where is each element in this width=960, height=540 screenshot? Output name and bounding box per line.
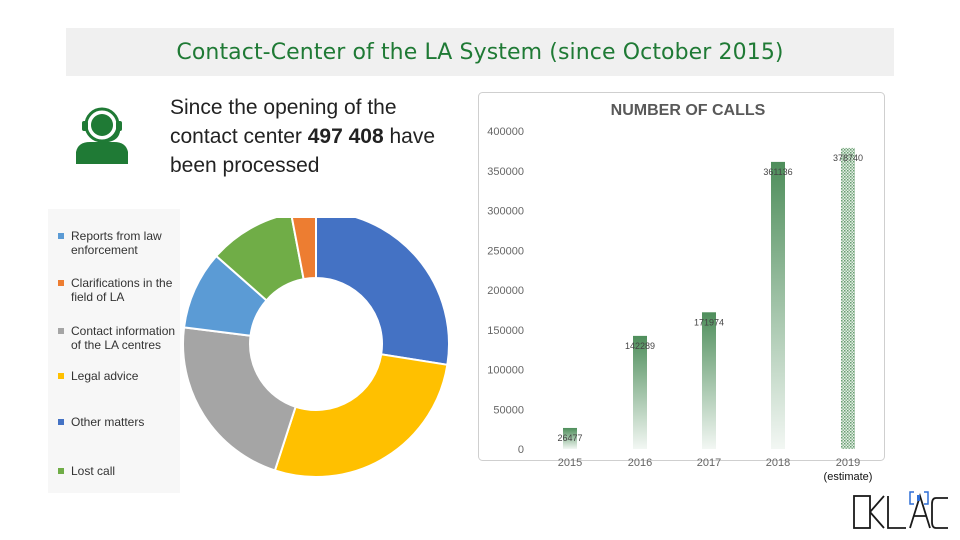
bar bbox=[771, 161, 785, 449]
legend-swatch bbox=[58, 419, 64, 425]
bar bbox=[841, 147, 855, 449]
bar-chart-title: NUMBER OF CALLS bbox=[611, 102, 766, 119]
x-tick-label: 2019 bbox=[836, 457, 860, 469]
legend-label: Legal advice bbox=[71, 369, 139, 383]
legend-item: Other matters bbox=[58, 415, 144, 429]
bar-value-label: 26477 bbox=[557, 433, 582, 443]
legend-label: Contact information of the LA centres bbox=[71, 324, 176, 352]
donut-slice bbox=[214, 218, 305, 302]
donut-slice bbox=[182, 326, 297, 472]
intro-suffix: have been processed bbox=[170, 125, 436, 177]
total-calls-number: 497 408 bbox=[307, 125, 384, 148]
x-tick-label: 2015 bbox=[558, 457, 582, 469]
chart-frame bbox=[478, 92, 885, 461]
x-tick-label: 2017 bbox=[697, 457, 721, 469]
legend-label: Lost call bbox=[71, 464, 116, 478]
title-bar: Contact-Center of the LA System (since O… bbox=[66, 28, 894, 76]
x-tick-label: 2016 bbox=[628, 457, 652, 469]
call-center-agent-icon bbox=[76, 107, 128, 164]
legend-swatch bbox=[58, 373, 64, 379]
klac-logo bbox=[853, 491, 948, 529]
y-tick-label: 0 bbox=[518, 444, 524, 456]
bar-value-label: 361136 bbox=[763, 167, 792, 177]
legend-swatch bbox=[58, 233, 64, 239]
donut-slice bbox=[273, 353, 449, 478]
donut-slice bbox=[315, 218, 450, 366]
legend-swatch bbox=[58, 280, 64, 286]
y-tick-label: 400000 bbox=[487, 126, 524, 138]
legend-swatch bbox=[58, 468, 64, 474]
y-tick-label: 50000 bbox=[493, 404, 524, 416]
bar bbox=[702, 312, 716, 449]
y-tick-label: 150000 bbox=[487, 325, 524, 337]
estimate-note: (estimate) bbox=[824, 471, 873, 483]
legend-item: Legal advice bbox=[58, 369, 138, 383]
legend-swatch bbox=[58, 328, 64, 334]
bar bbox=[563, 427, 577, 449]
legend-item: Clarifications in the field of LA bbox=[58, 276, 172, 304]
bar-value-label: 378740 bbox=[833, 153, 863, 163]
legend-label: Other matters bbox=[71, 415, 145, 429]
legend-item: Lost call bbox=[58, 464, 115, 478]
legend-item: Reports from law enforcement bbox=[58, 229, 162, 257]
intro-prefix: Since the opening of the contact center bbox=[170, 96, 397, 148]
page-title: Contact-Center of the LA System (since O… bbox=[176, 39, 784, 65]
bar-chart: NUMBER OF CALLS 0 50000 100000 150000 200000 2… bbox=[478, 92, 885, 483]
x-tick-label: 2018 bbox=[766, 457, 790, 469]
legend-item: Contact information of the LA centres bbox=[58, 324, 175, 352]
donut-slice bbox=[290, 218, 317, 281]
donut-legend: Reports from law enforcement Clarificatio… bbox=[48, 209, 180, 493]
y-tick-label: 350000 bbox=[487, 166, 524, 178]
y-tick-label: 300000 bbox=[487, 206, 524, 218]
intro-text: Since the opening of the contact center … bbox=[170, 93, 460, 180]
y-tick-label: 200000 bbox=[487, 285, 524, 297]
donut-chart bbox=[182, 218, 450, 478]
y-tick-label: 100000 bbox=[487, 365, 524, 377]
legend-label: Reports from law enforcement bbox=[71, 229, 162, 257]
bar bbox=[633, 335, 647, 449]
legend-label: Clarifications in the field of LA bbox=[71, 276, 173, 304]
bar-value-label: 171974 bbox=[694, 317, 724, 327]
y-tick-label: 250000 bbox=[487, 245, 524, 257]
bar-value-label: 142289 bbox=[625, 341, 655, 351]
